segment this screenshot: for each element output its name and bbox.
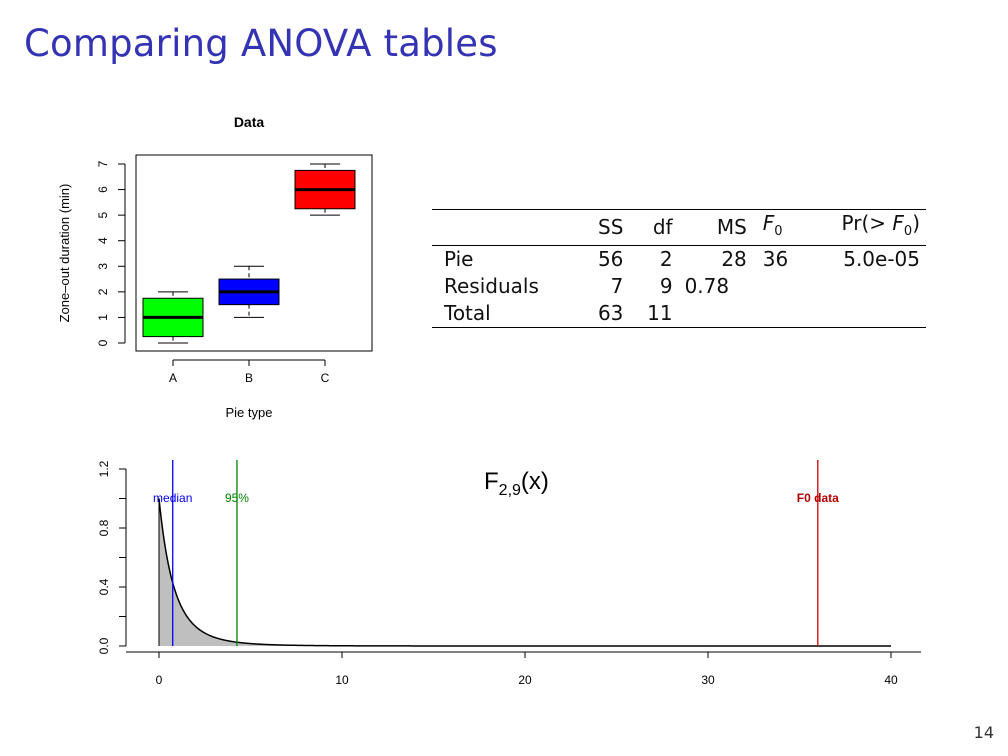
anova-row-label: Pie	[444, 247, 474, 271]
anova-table: SS df MS F0 Pr(> F0) Pie 56 2 28 36 5.0e…	[432, 209, 926, 328]
anova-header-pr-sub: 0	[903, 224, 913, 239]
boxplot-y-label: Zone–out duration (min)	[57, 184, 72, 323]
anova-cell-f	[753, 300, 807, 328]
anova-cell-ss: 56	[597, 247, 624, 271]
table-row: Total 63 11	[432, 300, 926, 328]
density-y-axis: 0.0 0.4 0.8 1.2	[97, 460, 127, 654]
boxplot-y-tick-label: 7	[96, 160, 110, 167]
anova-header-ms: MS	[716, 215, 747, 239]
page-number: 14	[973, 723, 994, 742]
table-row: Pie 56 2 28 36 5.0e-05	[432, 246, 926, 274]
anova-cell-ms: 28	[721, 247, 747, 271]
boxplot-marks	[142, 163, 356, 344]
anova-header-f0: F0	[753, 210, 807, 246]
anova-cell-df: 11	[647, 301, 673, 325]
anova-cell-ss: 7	[610, 274, 624, 298]
anova-cell-f	[753, 273, 807, 300]
boxplot-x-tick-label: A	[169, 371, 177, 385]
density-marker-label: median	[153, 491, 192, 505]
boxplot-x-label: Pie type	[226, 405, 273, 420]
anova-row-label: Total	[444, 301, 491, 325]
density-x-tick-label: 10	[335, 673, 349, 687]
density-x-axis: 0 10 20 30 40	[126, 651, 921, 687]
anova-row-label: Residuals	[444, 274, 539, 298]
boxplot-title: Data	[234, 114, 265, 130]
boxplot-x-tick-label: C	[321, 371, 330, 385]
boxplot-y-tick-label: 1	[96, 314, 110, 321]
anova-header-blank	[432, 210, 580, 246]
density-title-sub: 2,9	[499, 482, 521, 499]
boxplot-y-tick-label: 0	[96, 339, 110, 346]
density-x-tick-label: 0	[156, 673, 163, 687]
anova-header-row: SS df MS F0 Pr(> F0)	[432, 209, 926, 246]
density-shaded-area	[159, 498, 361, 646]
density-title: F2,9(x)	[484, 468, 549, 499]
density-curve	[158, 498, 891, 647]
density-y-tick-label: 1.2	[97, 460, 111, 477]
anova-cell-p	[807, 273, 926, 300]
anova-cell-f: 36	[762, 247, 789, 271]
boxplot-chart: Data 0 1 2 3 4 5 6 7 A B C Pie type Zone–out dura…	[57, 114, 373, 420]
boxplot-x-tick-label: B	[245, 371, 253, 385]
anova-cell-df: 2	[659, 247, 673, 271]
anova-header-pr-post: )	[912, 211, 920, 235]
anova-cell-df: 9	[659, 274, 673, 298]
density-x-tick-label: 40	[884, 673, 898, 687]
slide-title: Comparing ANOVA tables	[24, 22, 498, 65]
density-title-main: F	[484, 468, 499, 495]
anova-cell-p	[807, 300, 926, 328]
table-row: Residuals 7 9 0.78	[432, 273, 926, 300]
density-y-tick-label: 0.4	[97, 578, 111, 595]
density-chart: 0.00.40.81.2 0 10 20 30 40 median 95% F0 data …	[97, 460, 921, 687]
density-y-tick-label: 0.0	[97, 637, 111, 654]
boxplot-y-tick-label: 3	[96, 263, 110, 270]
boxplot-y-tick-label: 4	[96, 237, 110, 244]
anova-cell-ms: 0.78	[684, 274, 730, 298]
anova-header-f0-symbol: F	[762, 211, 775, 235]
boxplot-y-tick-label: 2	[96, 288, 110, 295]
boxplot-y-axis: 0 1 2 3 4 5 6 7	[96, 160, 126, 346]
density-marks: median 95% F0 data	[153, 460, 891, 647]
density-x-tick-label: 30	[701, 673, 715, 687]
anova-cell-ss: 63	[597, 301, 624, 325]
density-marker-label: 95%	[225, 491, 249, 505]
density-y-tick-label: 0.8	[97, 519, 111, 536]
density-marker-label: F0 data	[797, 491, 839, 505]
anova-header-ss: SS	[598, 215, 624, 239]
anova-header-pr: Pr(> F0)	[807, 210, 926, 246]
anova-header-f0-sub: 0	[774, 224, 783, 239]
boxplot-y-tick-label: 5	[96, 211, 110, 218]
boxplot-y-tick-label: 6	[96, 186, 110, 193]
anova-header-pr-f: F	[892, 211, 904, 235]
anova-cell-ms	[679, 300, 753, 328]
boxplot-x-axis: A B C	[169, 359, 330, 385]
anova-header-pr-pre: Pr(>	[841, 211, 893, 235]
density-x-tick-label: 20	[518, 673, 532, 687]
density-title-post: (x)	[521, 468, 549, 495]
anova-cell-p: 5.0e-05	[843, 247, 920, 271]
anova-header-df: df	[652, 215, 673, 239]
boxplot-frame	[135, 154, 373, 352]
